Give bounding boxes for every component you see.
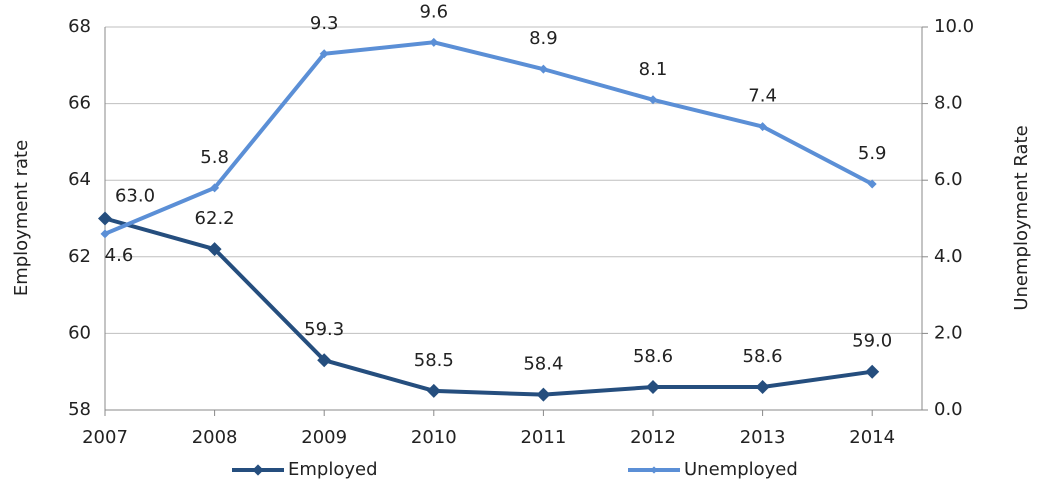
marker — [210, 183, 220, 193]
marker — [538, 64, 548, 74]
data-label: 5.9 — [858, 143, 887, 164]
marker — [426, 383, 441, 398]
y2-tick-label: 0.0 — [934, 399, 963, 420]
marker — [98, 211, 112, 226]
x-tick-label: 2010 — [411, 427, 457, 448]
legend-label: Employed — [288, 459, 378, 480]
x-tick-label: 2008 — [192, 427, 238, 448]
data-label: 7.4 — [748, 86, 777, 107]
legend-marker — [252, 464, 264, 476]
x-tick-label: 2012 — [630, 427, 676, 448]
data-label: 62.2 — [195, 208, 235, 229]
data-label: 8.1 — [639, 59, 668, 80]
data-label: 5.8 — [200, 147, 229, 168]
marker — [755, 380, 770, 395]
marker — [867, 179, 877, 189]
marker — [646, 380, 660, 395]
y-tick-label: 62 — [68, 246, 91, 267]
marker — [100, 229, 110, 239]
y2-tick-label: 2.0 — [934, 322, 963, 343]
data-label: 63.0 — [115, 186, 155, 207]
marker — [758, 122, 768, 132]
y2-tick-label: 10.0 — [934, 16, 974, 37]
marker — [317, 353, 332, 368]
data-label: 4.6 — [105, 245, 134, 266]
x-tick-label: 2011 — [520, 427, 566, 448]
series-line — [104, 216, 873, 397]
data-label: 58.6 — [633, 346, 673, 367]
marker — [207, 242, 222, 257]
data-label: 58.6 — [743, 346, 783, 367]
data-label: 58.5 — [414, 350, 454, 371]
x-tick-label: 2013 — [740, 427, 786, 448]
marker — [429, 37, 439, 47]
data-label: 8.9 — [529, 28, 558, 49]
y-tick-label: 66 — [68, 93, 91, 114]
marker — [536, 387, 551, 402]
x-tick-label: 2014 — [849, 427, 895, 448]
y-axis-title: Employment rate — [11, 140, 32, 296]
legend-marker — [650, 466, 658, 474]
data-label: 59.0 — [852, 331, 892, 352]
data-label: 9.6 — [419, 1, 448, 22]
y-tick-label: 68 — [68, 16, 91, 37]
x-tick-label: 2007 — [82, 427, 128, 448]
data-label: 58.4 — [523, 354, 563, 375]
x-tick-label: 2009 — [301, 427, 347, 448]
y2-tick-label: 4.0 — [934, 246, 963, 267]
data-label: 59.3 — [304, 319, 344, 340]
marker — [319, 49, 329, 59]
data-label: 9.3 — [310, 13, 339, 34]
y-tick-label: 64 — [68, 169, 91, 190]
y-tick-label: 58 — [68, 399, 91, 420]
y2-tick-label: 6.0 — [934, 169, 963, 190]
y2-axis-title: Unemployment Rate — [1011, 125, 1032, 310]
legend-label: Unemployed — [684, 459, 798, 480]
y2-tick-label: 8.0 — [934, 93, 963, 114]
y-tick-label: 60 — [68, 322, 91, 343]
marker — [865, 364, 880, 379]
series-line — [104, 40, 874, 236]
marker — [648, 95, 658, 105]
